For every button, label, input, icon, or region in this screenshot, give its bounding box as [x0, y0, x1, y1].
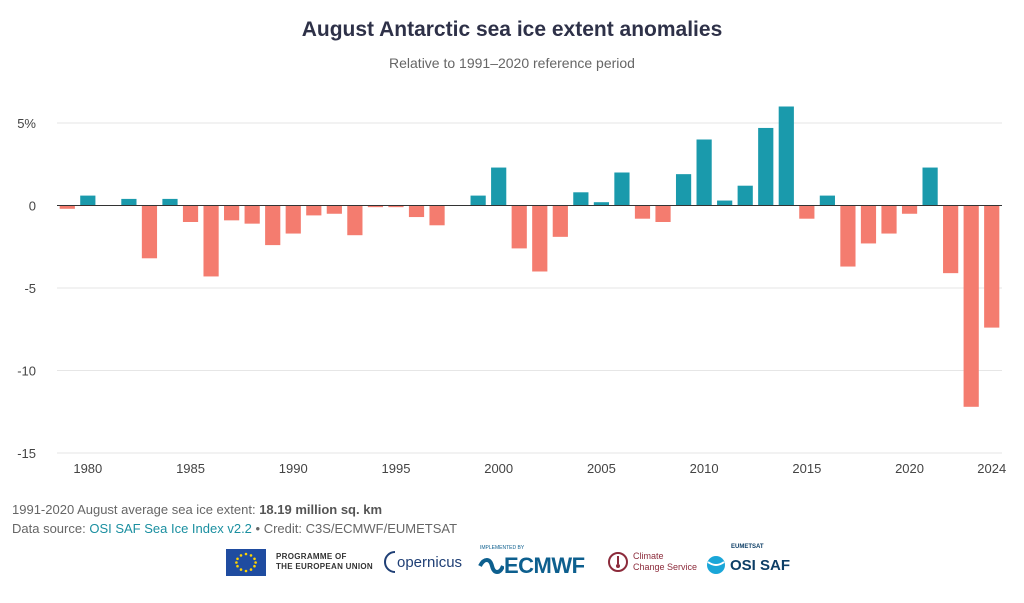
bar-1979 [59, 205, 75, 209]
bar-2019 [881, 205, 897, 234]
bar-2002 [532, 205, 548, 272]
bar-2003 [552, 205, 568, 237]
osi-saf-logo: EUMETSAT OSI SAF [705, 544, 795, 579]
bar-2004 [573, 192, 589, 206]
x-tick-label: 1990 [279, 461, 308, 476]
x-tick-label: 2005 [587, 461, 616, 476]
credit-text: • Credit: C3S/ECMWF/EUMETSAT [251, 521, 458, 536]
x-tick-label: 1980 [73, 461, 102, 476]
bar-chart: 5% 0 -5 -10 -15 1980 1985 1990 1995 2000 2005 2010… [17, 106, 1006, 476]
x-tick-label: 2015 [792, 461, 821, 476]
x-tick-label: 2024 [977, 461, 1006, 476]
y-tick-label: 0 [29, 199, 36, 214]
bar-1990 [285, 205, 301, 234]
bar-1988 [244, 205, 260, 224]
x-tick-label: 2020 [895, 461, 924, 476]
bar-2017 [840, 205, 856, 267]
eu-logo-line2: THE EUROPEAN UNION [276, 562, 373, 571]
bars [57, 106, 1002, 407]
y-tick-label: -10 [17, 364, 36, 379]
bar-2022 [943, 205, 959, 274]
bar-2016 [819, 195, 835, 206]
x-axis-ticks: 1980 1985 1990 1995 2000 2005 2010 2015 2020 2024 [73, 461, 1006, 476]
chart-title: August Antarctic sea ice extent anomalie… [301, 18, 723, 41]
bar-1992 [326, 205, 342, 214]
bar-1995 [388, 205, 404, 208]
x-tick-label: 2010 [690, 461, 719, 476]
copernicus-logo: opernicus [383, 545, 462, 579]
bar-1982 [121, 198, 137, 206]
ecmwf-implemented-by: IMPLEMENTED BY [480, 545, 525, 551]
logo-strip: PROGRAMME OF THE EUROPEAN UNION opernicu… [0, 544, 1024, 581]
bar-2013 [758, 127, 774, 206]
osi-saf-logo-text: OSI SAF [730, 556, 791, 574]
bar-2000 [491, 167, 507, 206]
bar-2014 [778, 106, 794, 206]
bar-2001 [511, 205, 527, 249]
bar-2006 [614, 172, 630, 206]
c3s-logo-text: Climate Change Service [633, 551, 697, 573]
bar-1994 [367, 205, 384, 208]
bar-1986 [203, 205, 219, 277]
bar-1985 [182, 205, 199, 222]
ecmwf-logo: IMPLEMENTED BY ECMWF [478, 545, 588, 579]
data-source-label: Data source: [12, 521, 90, 536]
x-tick-label: 2000 [484, 461, 513, 476]
bar-2005 [593, 202, 610, 206]
y-tick-label: -15 [17, 446, 36, 461]
reference-average-value: 18.19 million sq. km [259, 502, 383, 517]
x-tick-label: 1985 [176, 461, 205, 476]
bar-2008 [655, 205, 671, 222]
eu-flag-icon [226, 548, 266, 576]
bar-2015 [799, 205, 815, 219]
bar-2023 [963, 205, 979, 407]
bar-2010 [696, 139, 712, 206]
bar-1983 [141, 205, 158, 259]
data-source-note: Data source: OSI SAF Sea Ice Index v2.2 … [12, 521, 457, 536]
reference-average-label: 1991-2020 August average sea ice extent: [12, 502, 260, 517]
bar-1989 [265, 205, 281, 246]
eu-logo-line1: PROGRAMME OF [276, 552, 347, 561]
y-tick-label: -5 [24, 281, 36, 296]
c3s-logo-line2: Change Service [633, 562, 698, 572]
bar-1993 [347, 205, 363, 236]
bar-2021 [922, 167, 938, 206]
y-tick-label: 5% [17, 116, 36, 131]
bar-1999 [470, 195, 486, 206]
bar-1980 [80, 195, 96, 206]
bar-2020 [901, 205, 918, 214]
eu-logo: PROGRAMME OF THE EUROPEAN UNION [226, 545, 373, 579]
bar-1997 [429, 205, 445, 226]
bar-1984 [162, 198, 178, 206]
bar-1987 [224, 205, 240, 221]
bar-1996 [408, 205, 425, 218]
eumetsat-label: EUMETSAT [731, 544, 764, 550]
copernicus-logo-text: opernicus [397, 553, 463, 571]
bar-2024 [984, 205, 1000, 328]
bar-2011 [717, 200, 733, 206]
c3s-logo-line1: Climate [633, 551, 664, 561]
bar-2007 [634, 205, 651, 219]
copernicus-arc-icon [384, 551, 396, 573]
chart-subtitle: Relative to 1991–2020 reference period [389, 55, 635, 71]
bar-2018 [860, 205, 877, 244]
y-axis-ticks: 5% 0 -5 -10 -15 [17, 116, 36, 461]
data-source-link[interactable]: OSI SAF Sea Ice Index v2.2 [89, 521, 252, 536]
bar-2012 [737, 185, 753, 206]
x-tick-label: 1995 [382, 461, 411, 476]
reference-average-note: 1991-2020 August average sea ice extent:… [12, 502, 382, 517]
eu-logo-text: PROGRAMME OF THE EUROPEAN UNION [276, 552, 373, 572]
bar-1991 [306, 205, 322, 216]
ecmwf-wave-icon [478, 558, 504, 574]
thermometer-icon [608, 552, 628, 572]
c3s-logo: Climate Change Service [607, 545, 697, 579]
osi-saf-globe-icon [707, 556, 725, 574]
bar-2009 [675, 174, 692, 206]
ecmwf-logo-text: ECMWF [504, 553, 585, 578]
gridlines [57, 122, 1002, 454]
